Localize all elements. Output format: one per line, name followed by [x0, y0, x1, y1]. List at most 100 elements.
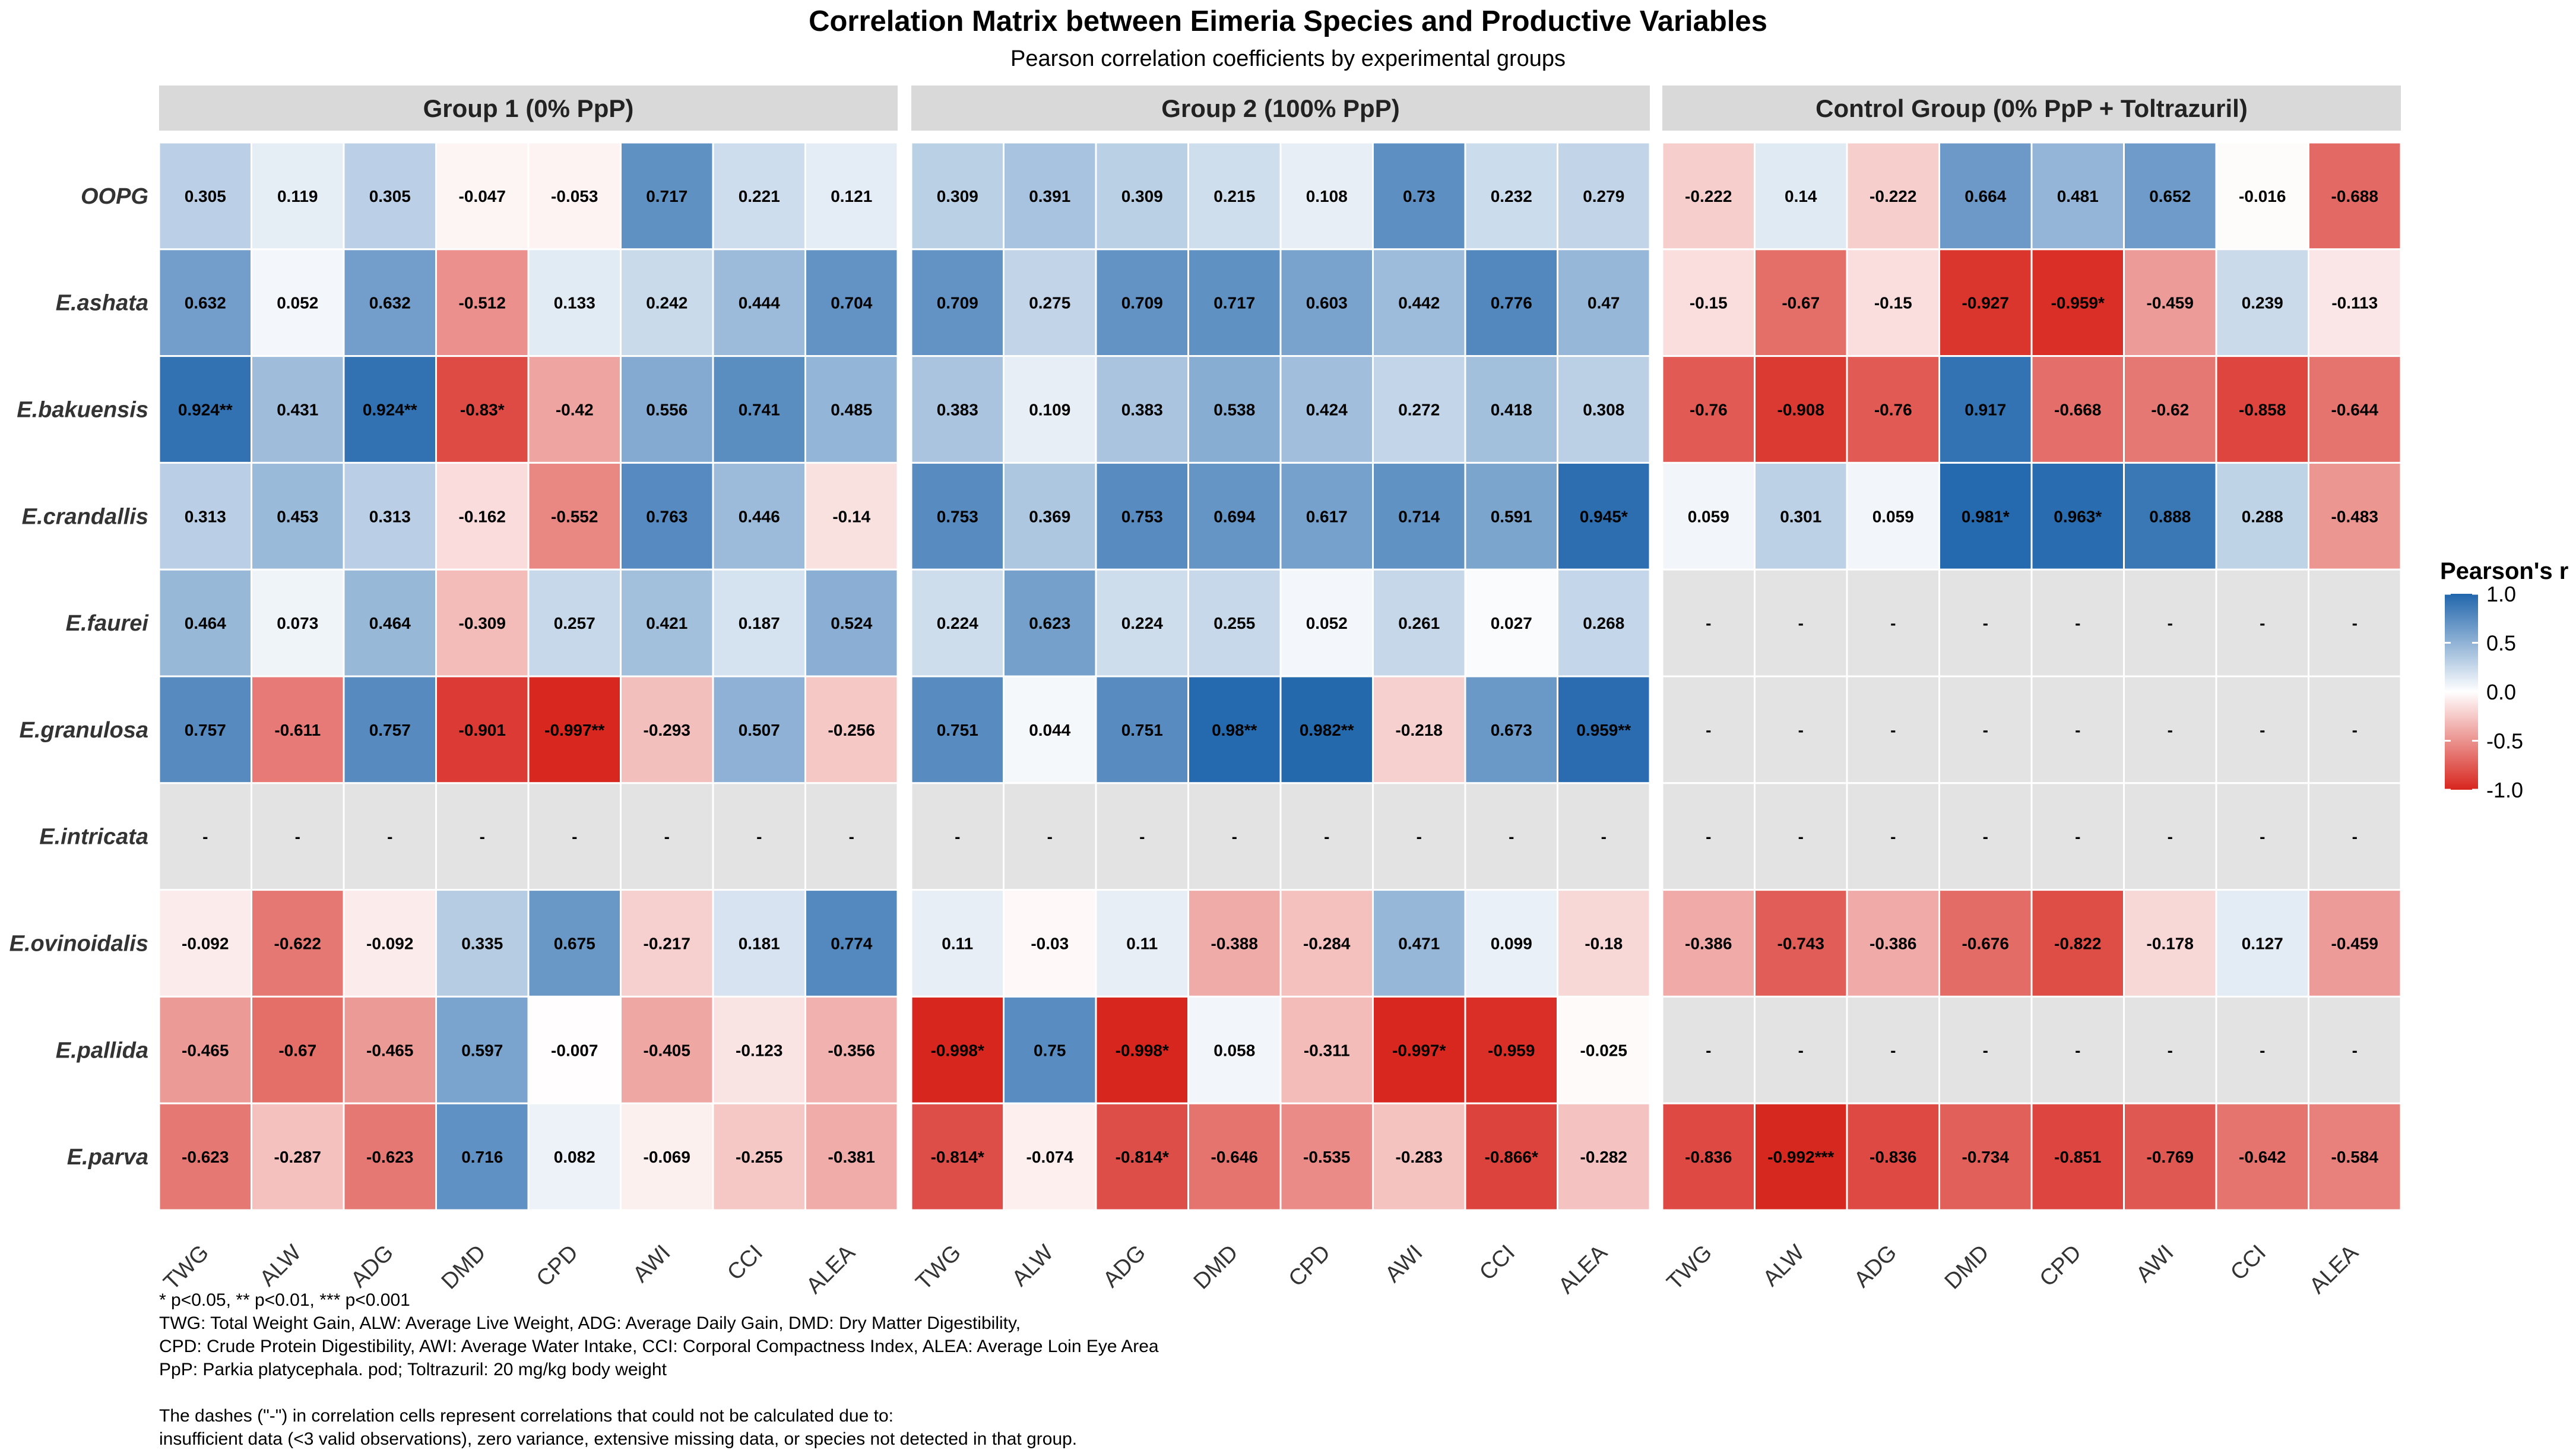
- footnote-line: PpP: Parkia platycephala. pod; Toltrazur…: [159, 1360, 667, 1379]
- heatmap-cell: [343, 995, 437, 1104]
- cell-label: -: [2352, 828, 2358, 846]
- heatmap-cell: [1187, 675, 1282, 784]
- cell-label: 0.305: [369, 187, 411, 205]
- heatmap-cell: [620, 355, 714, 464]
- x-tick-label: TWG: [159, 1240, 214, 1295]
- heatmap-cell: [2215, 782, 2309, 891]
- cell-label: 0.272: [1398, 401, 1440, 419]
- cell-label: -: [2260, 1041, 2265, 1059]
- heatmap-cell: [910, 675, 1005, 784]
- cell-label: -0.222: [1870, 187, 1916, 205]
- cell-label: 0.98**: [1212, 721, 1257, 739]
- heatmap-cell: [1754, 355, 1848, 464]
- cell-label: -: [1324, 828, 1329, 846]
- cell-label: -0.356: [828, 1041, 875, 1059]
- cell-label: -: [1706, 721, 1711, 739]
- cell-label: 0.255: [1213, 614, 1255, 632]
- cell-label: 0.453: [277, 507, 318, 526]
- heatmap-cell: [910, 1102, 1005, 1211]
- heatmap-cell: [251, 995, 345, 1104]
- cell-label: -0.025: [1580, 1041, 1627, 1059]
- heatmap-cell: [1557, 141, 1651, 251]
- cell-label: -0.113: [2331, 294, 2378, 312]
- cell-label: 0.119: [277, 187, 318, 205]
- x-tick-label: DMD: [1189, 1240, 1243, 1294]
- cell-label: 0.664: [1965, 187, 2006, 205]
- heatmap-cell: [1187, 248, 1282, 357]
- heatmap-cell: [2308, 782, 2402, 891]
- heatmap-cell: [1187, 995, 1282, 1104]
- cell-label: 0.383: [937, 401, 978, 419]
- heatmap-cell: [2215, 461, 2309, 571]
- heatmap-cell: [1846, 889, 1940, 998]
- heatmap-cell: [1661, 355, 1756, 464]
- cell-label: -0.465: [182, 1041, 229, 1059]
- heatmap-cell: [1003, 1102, 1097, 1211]
- cell-label: -: [2352, 1041, 2358, 1059]
- cell-label: -0.459: [2331, 935, 2378, 953]
- cell-label: -: [2075, 614, 2080, 632]
- heatmap-cell: [2123, 248, 2217, 357]
- cell-label: 0.603: [1306, 294, 1348, 312]
- heatmap-cell: [910, 568, 1005, 678]
- heatmap-cell: [2308, 1102, 2402, 1211]
- cell-label: -0.053: [551, 187, 598, 205]
- cell-label: 0.052: [277, 294, 318, 312]
- cell-label: -0.284: [1303, 935, 1351, 953]
- cell-label: -0.465: [366, 1041, 413, 1059]
- cell-label: 0.313: [369, 507, 411, 526]
- cell-label: 0.753: [937, 507, 978, 526]
- cell-label: -0.611: [274, 721, 321, 739]
- heatmap-cell: [2030, 248, 2125, 357]
- cell-label: -0.668: [2054, 401, 2101, 419]
- cell-label: 0.224: [1121, 614, 1163, 632]
- cell-label: 0.073: [277, 614, 318, 632]
- cell-label: 0.694: [1213, 507, 1255, 526]
- heatmap-cell: [343, 1102, 437, 1211]
- heatmap-cell: [527, 995, 622, 1104]
- cell-label: -0.858: [2239, 401, 2286, 419]
- heatmap-cell: [910, 461, 1005, 571]
- cell-label: -0.623: [366, 1148, 413, 1166]
- cell-label: -: [1798, 1041, 1804, 1059]
- heatmap-cell: [804, 355, 899, 464]
- cell-label: -0.162: [459, 507, 506, 526]
- heatmap-cell: [2215, 675, 2309, 784]
- heatmap-cell: [804, 141, 899, 251]
- cell-label: -0.623: [182, 1148, 229, 1166]
- legend-tick-label: -1.0: [2486, 778, 2523, 802]
- cell-label: 0.675: [554, 935, 595, 953]
- heatmap-cell: [1279, 782, 1374, 891]
- x-tick-label: CCI: [1475, 1240, 1520, 1286]
- heatmap-cell: [1557, 355, 1651, 464]
- cell-label: -0.76: [1874, 401, 1912, 419]
- heatmap-cell: [1661, 1102, 1756, 1211]
- legend-tick-label: 0.0: [2486, 680, 2516, 704]
- cell-label: 0.981*: [1962, 507, 2010, 526]
- heatmap-cell: [1846, 568, 1940, 678]
- cell-label: -: [2168, 614, 2173, 632]
- row-label: E.parva: [67, 1145, 148, 1170]
- heatmap-cell: [1661, 141, 1756, 251]
- heatmap-cell: [1003, 675, 1097, 784]
- cell-label: 0.242: [646, 294, 687, 312]
- panel-2: Group 2 (100% PpP) 0.309 0.391 0.309 0.215 0.…: [910, 86, 1651, 1299]
- cell-label: 0.963*: [2054, 507, 2102, 526]
- heatmap-cell: [1372, 782, 1466, 891]
- cell-label: 0.383: [1121, 401, 1163, 419]
- cell-label: -0.282: [1580, 1148, 1627, 1166]
- x-tick-label: CPD: [2035, 1240, 2086, 1291]
- heatmap-cell: [1003, 355, 1097, 464]
- heatmap-cell: [1095, 568, 1189, 678]
- cell-label: 0.959**: [1576, 721, 1631, 739]
- heatmap-cell: [527, 248, 622, 357]
- cell-label: -: [664, 828, 670, 846]
- heatmap-cell: [712, 889, 806, 998]
- cell-label: -0.459: [2147, 294, 2194, 312]
- cell-label: -0.069: [644, 1148, 690, 1166]
- heatmap-cell: [1938, 675, 2033, 784]
- x-tick-label: DMD: [437, 1240, 491, 1294]
- heatmap-cell: [1372, 1102, 1466, 1211]
- cell-label: 0.47: [1588, 294, 1620, 312]
- cell-label: 0.221: [739, 187, 780, 205]
